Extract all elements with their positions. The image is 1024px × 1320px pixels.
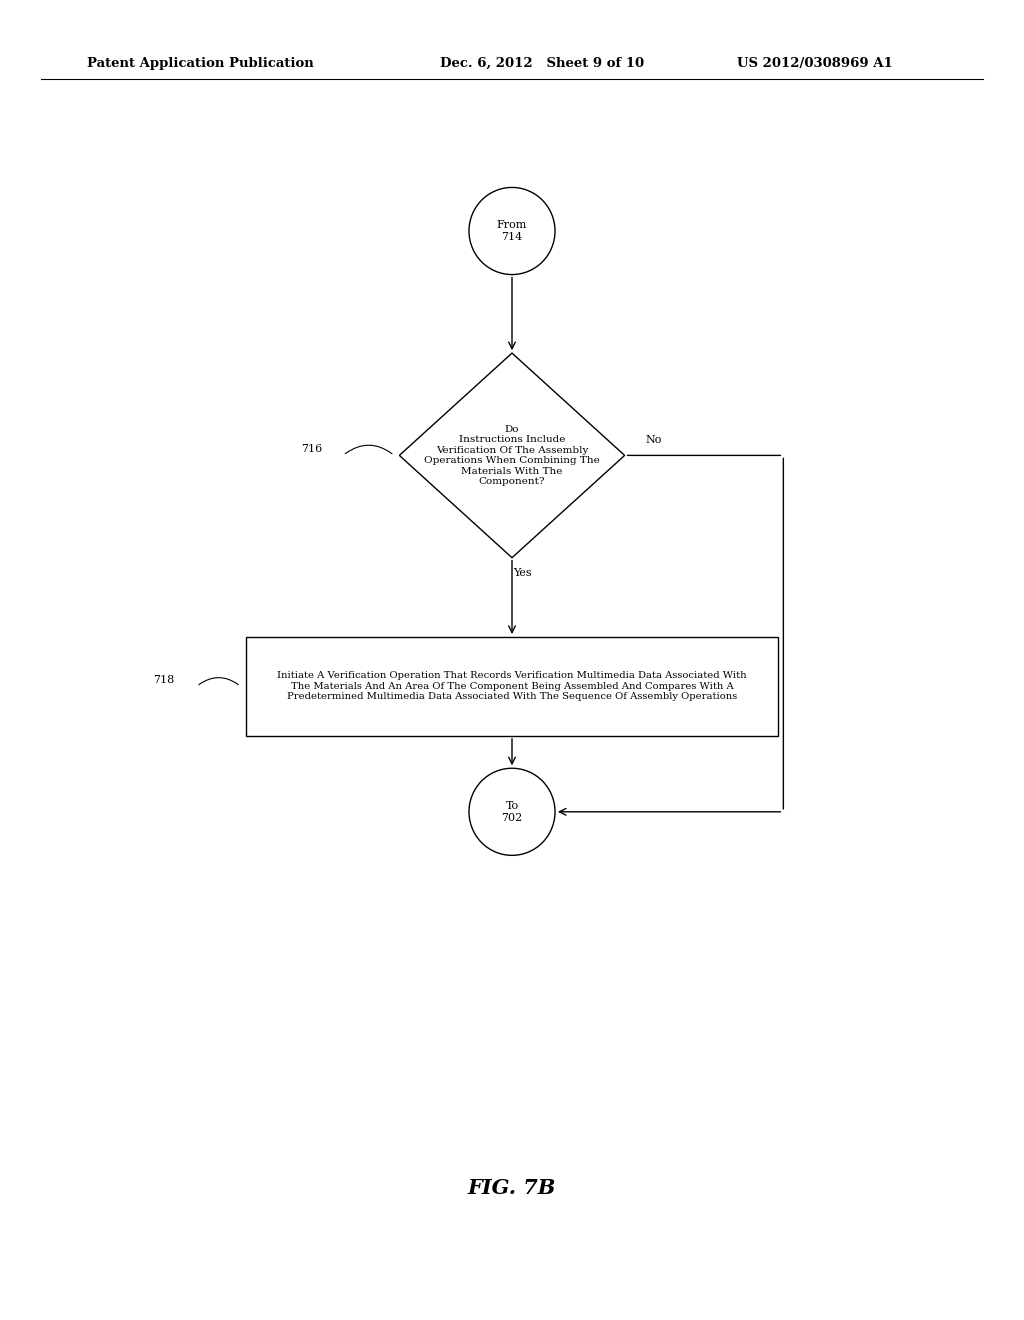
Ellipse shape xyxy=(469,187,555,275)
Text: 716: 716 xyxy=(301,444,323,454)
Text: From
714: From 714 xyxy=(497,220,527,242)
Text: To
702: To 702 xyxy=(502,801,522,822)
Text: FIG. 7B: FIG. 7B xyxy=(468,1177,556,1199)
Text: Yes: Yes xyxy=(513,568,531,578)
Text: Dec. 6, 2012   Sheet 9 of 10: Dec. 6, 2012 Sheet 9 of 10 xyxy=(440,57,644,70)
Text: 718: 718 xyxy=(153,675,174,685)
Text: US 2012/0308969 A1: US 2012/0308969 A1 xyxy=(737,57,893,70)
Text: Patent Application Publication: Patent Application Publication xyxy=(87,57,313,70)
Text: Do
Instructions Include
Verification Of The Assembly
Operations When Combining T: Do Instructions Include Verification Of … xyxy=(424,425,600,486)
Ellipse shape xyxy=(469,768,555,855)
Bar xyxy=(246,638,778,737)
Text: No: No xyxy=(645,434,662,445)
Polygon shape xyxy=(399,352,625,557)
Text: Initiate A Verification Operation That Records Verification Multimedia Data Asso: Initiate A Verification Operation That R… xyxy=(278,672,746,701)
